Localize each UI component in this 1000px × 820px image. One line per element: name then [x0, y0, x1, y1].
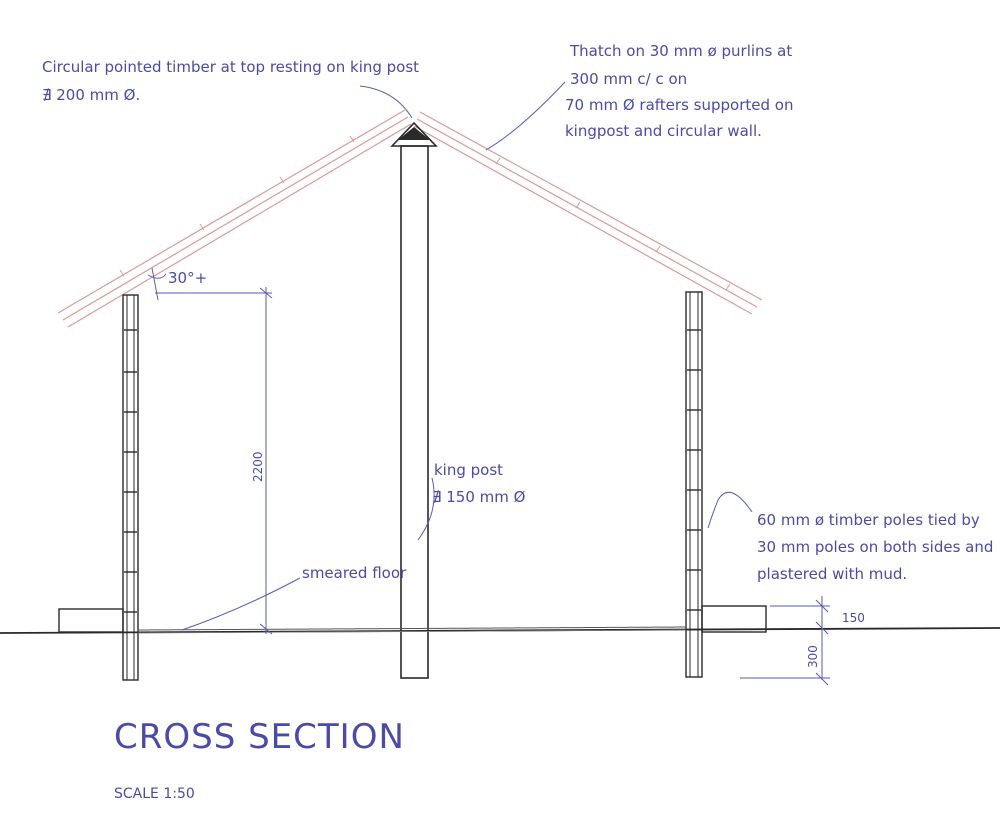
left-wall [122, 294, 139, 681]
drawing-title: CROSS SECTION [114, 717, 405, 757]
king-post [390, 121, 438, 679]
smeared-floor [137, 626, 687, 631]
right-plinth [701, 605, 767, 633]
drawing-scale: SCALE 1:50 [114, 786, 195, 802]
plinth-dimension [740, 596, 830, 686]
purlin-ticks [119, 135, 731, 291]
roof-left-slope [57, 109, 412, 328]
right-wall [685, 291, 703, 678]
roof-angle-marker [147, 267, 167, 301]
poles-note: 60 mm ø timber poles tied by 30 mm poles… [757, 511, 998, 583]
wall-height-label: 2200 [251, 451, 265, 482]
roof-right-slope [413, 111, 763, 315]
top-timber-note: Circular pointed timber at top resting o… [42, 58, 424, 104]
floor-note: smeared floor [302, 564, 407, 582]
king-post-note: king post ∄ 150 mm Ø [432, 461, 526, 506]
wall-height-dimension [155, 287, 273, 635]
thatch-note: Thatch on 30 mm ø purlins at 300 mm c/ c… [565, 42, 798, 140]
foundation-depth-label: 300 [806, 645, 820, 668]
plinth-height-label: 150 [842, 611, 865, 625]
left-plinth [58, 608, 124, 633]
ground-line [0, 627, 1000, 634]
roof-angle-label: 30°+ [168, 269, 207, 287]
leader-lines [181, 81, 753, 631]
